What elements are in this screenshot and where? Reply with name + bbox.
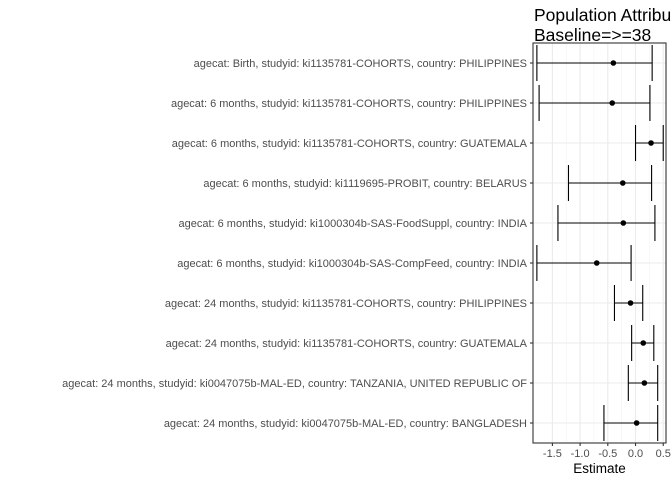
chart-title: Population Attribu Baseline=>=38 xyxy=(534,5,671,45)
y-tick-label: agecat: 6 months, studyid: ki1135781-COH… xyxy=(171,98,527,110)
estimate-point xyxy=(633,420,640,426)
estimate-point xyxy=(609,100,616,106)
plot-panel xyxy=(533,43,666,443)
y-tick-label: agecat: Birth, studyid: ki1135781-COHORT… xyxy=(194,58,527,70)
y-tick-label: agecat: 24 months, studyid: ki1135781-CO… xyxy=(166,338,528,350)
y-tick-label: agecat: 6 months, studyid: ki1119695-PRO… xyxy=(203,178,527,190)
chart-title-line-1: Population Attribu xyxy=(534,5,672,25)
panel-border xyxy=(532,42,667,444)
x-tick-label: 0.0 xyxy=(628,448,643,460)
estimate-point xyxy=(641,380,648,386)
estimate-point xyxy=(627,300,634,306)
y-tick-label: agecat: 24 months, studyid: ki0047075b-M… xyxy=(164,418,527,430)
y-tick-label: agecat: 6 months, studyid: ki1000304b-SA… xyxy=(177,258,527,270)
estimate-point xyxy=(640,340,647,346)
estimate-point xyxy=(620,220,627,226)
x-tick-label: 0.5 xyxy=(656,448,671,460)
chart-title-line-2: Baseline=>=38 xyxy=(534,25,652,45)
estimate-point xyxy=(610,60,617,66)
estimate-point xyxy=(619,180,626,186)
y-tick-label: agecat: 6 months, studyid: ki1135781-COH… xyxy=(172,138,528,150)
x-tick-label: -0.5 xyxy=(598,448,617,460)
estimate-point xyxy=(648,140,654,146)
y-tick-label: agecat: 24 months, studyid: ki0047075b-M… xyxy=(62,378,527,390)
estimate-point xyxy=(593,260,600,266)
y-tick-label: agecat: 6 months, studyid: ki1000304b-SA… xyxy=(178,218,527,230)
x-tick-label: -1.0 xyxy=(571,448,590,460)
x-axis-title: Estimate xyxy=(573,461,626,476)
y-tick-label: agecat: 24 months, studyid: ki1135781-CO… xyxy=(165,298,527,310)
x-tick-label: -1.5 xyxy=(543,448,562,460)
